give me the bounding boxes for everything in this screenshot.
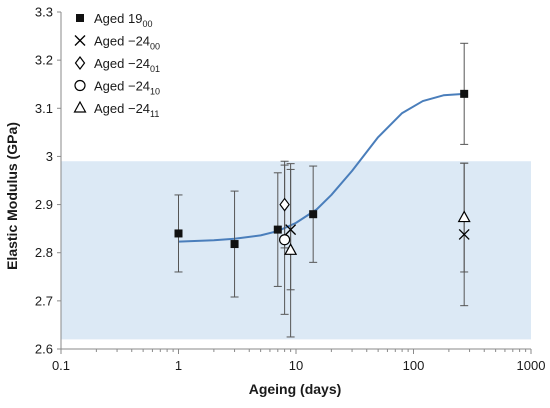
legend-label-main: Aged −24 [94,101,150,116]
x-tick-label: 1 [175,358,182,373]
legend-item: Aged −2401 [74,56,160,74]
legend-marker-diamond [74,56,86,70]
axis-layer [57,11,532,354]
data-point-x [458,228,470,240]
legend-marker-circle [74,79,86,92]
legend-label-subscript: 00 [150,42,160,52]
y-tick-label: 3 [46,149,53,164]
data-point-triangle [284,243,298,255]
y-tick-label: 2.6 [35,342,53,357]
data-point-square [273,225,282,234]
legend-label-main: Aged −24 [94,79,150,94]
legend-item: Aged −2410 [74,79,160,97]
y-tick-label: 3.1 [35,101,53,116]
legend-label-main: Aged 19 [94,11,142,26]
y-axis-title: Elastic Modulus (GPa) [4,122,20,270]
data-point-square [460,89,469,98]
legend-marker-x [74,35,86,46]
x-tick-label: 1000 [517,358,546,373]
y-tick-label: 3.2 [35,53,53,68]
legend-label-main: Aged −24 [94,56,150,71]
legend-label-main: Aged −24 [94,34,150,49]
shaded-range-band [61,161,531,340]
x-tick-label: 10 [289,358,303,373]
legend-item: Aged −2400 [74,34,160,52]
fit-curve [178,92,465,243]
legend-label: Aged −2401 [94,56,160,74]
legend-label: Aged −2411 [94,101,159,119]
marker-layer [174,89,471,255]
y-tick-label: 2.7 [35,293,53,308]
legend-label: Aged −2410 [94,79,160,97]
legend-item: Aged 1900 [76,11,152,29]
shaded-band-layer [61,161,531,340]
x-marker-stroke [458,228,470,240]
legend-item: Aged −2411 [73,100,159,119]
legend-label-subscript: 01 [150,64,160,74]
legend-label-subscript: 11 [150,109,159,119]
data-point-x [285,224,297,236]
legend-label: Aged −2400 [94,34,160,52]
y-tick-label: 3.3 [35,5,53,20]
tick-label-layer: 2.62.72.82.933.13.23.30.1 1 10 100 1000 [35,5,546,374]
x-axis-title: Ageing (days) [249,381,342,397]
data-point-triangle [457,210,471,223]
x-tick-label: 0.1 [52,358,70,373]
legend-marker-triangle [73,100,87,113]
x-tick-label: 100 [403,358,425,373]
legend-label-subscript: 00 [142,19,152,29]
y-tick-label: 2.8 [35,245,53,260]
legend-label-subscript: 10 [150,87,160,97]
data-point-square [309,210,318,219]
data-point-circle [279,234,291,246]
legend-marker-square [76,14,84,22]
y-tick-label: 2.9 [35,197,53,212]
legend-label: Aged 1900 [94,11,152,29]
fit-curve-layer [178,92,465,243]
data-point-square [174,229,183,238]
x-marker-stroke [285,224,297,236]
x-marker-stroke [74,35,86,46]
data-point-square [230,240,239,249]
data-point-diamond [279,197,290,212]
